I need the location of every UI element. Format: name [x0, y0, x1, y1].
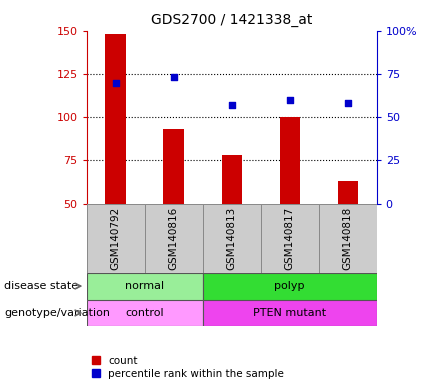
Title: GDS2700 / 1421338_at: GDS2700 / 1421338_at	[151, 13, 312, 27]
Text: genotype/variation: genotype/variation	[4, 308, 110, 318]
Text: GSM140813: GSM140813	[226, 207, 237, 270]
Point	[112, 79, 119, 86]
Bar	[203, 204, 261, 273]
Bar	[280, 117, 300, 204]
Text: disease state: disease state	[4, 281, 78, 291]
Text: GSM140817: GSM140817	[284, 207, 295, 270]
Bar	[87, 273, 203, 300]
Bar	[164, 129, 184, 204]
Point	[286, 97, 293, 103]
Text: polyp: polyp	[275, 281, 305, 291]
Bar	[319, 204, 377, 273]
Point	[228, 102, 235, 108]
Text: GSM140816: GSM140816	[168, 207, 179, 270]
Text: PTEN mutant: PTEN mutant	[253, 308, 326, 318]
Bar	[106, 34, 126, 204]
Bar	[261, 204, 319, 273]
Bar	[203, 300, 377, 326]
Bar	[87, 204, 145, 273]
Bar	[222, 155, 242, 204]
Bar	[338, 181, 358, 204]
Text: GSM140818: GSM140818	[343, 207, 353, 270]
Legend: count, percentile rank within the sample: count, percentile rank within the sample	[92, 356, 284, 379]
Text: control: control	[125, 308, 164, 318]
Text: GSM140792: GSM140792	[110, 207, 121, 270]
Point	[170, 74, 177, 81]
Point	[344, 100, 351, 106]
Bar	[87, 300, 203, 326]
Text: normal: normal	[125, 281, 164, 291]
Bar	[145, 204, 203, 273]
Bar	[203, 273, 377, 300]
